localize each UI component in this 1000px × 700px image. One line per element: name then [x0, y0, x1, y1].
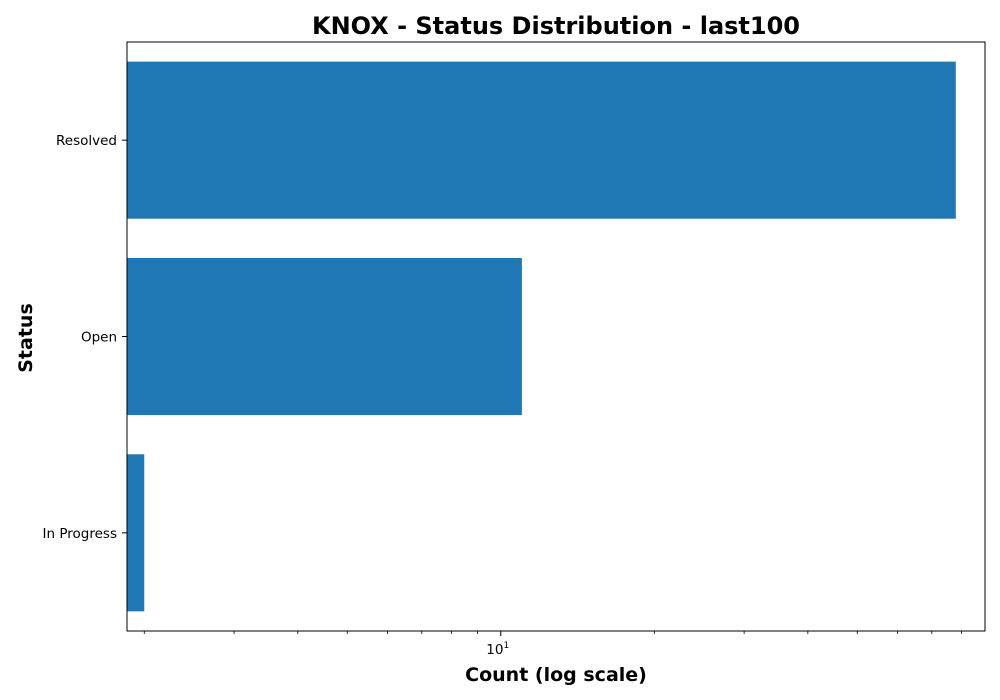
x-axis-ticks: 101: [143, 631, 962, 658]
bars-group: [127, 61, 956, 612]
chart-title: KNOX - Status Distribution - last100: [312, 12, 800, 40]
bar-resolved: [127, 61, 956, 219]
y-axis-label: Status: [15, 303, 37, 373]
y-tick-label-resolved: Resolved: [56, 133, 117, 149]
plot-frame: [126, 41, 986, 632]
x-axis-label: Count (log scale): [465, 664, 647, 686]
x-tick-label: 101: [486, 641, 509, 658]
y-axis-ticks: Resolved Open In Progress: [43, 133, 127, 542]
bar-in-progress: [127, 454, 145, 612]
bar-open: [127, 257, 522, 416]
y-tick-label-in-progress: In Progress: [43, 526, 117, 542]
y-tick-label-open: Open: [81, 330, 117, 346]
